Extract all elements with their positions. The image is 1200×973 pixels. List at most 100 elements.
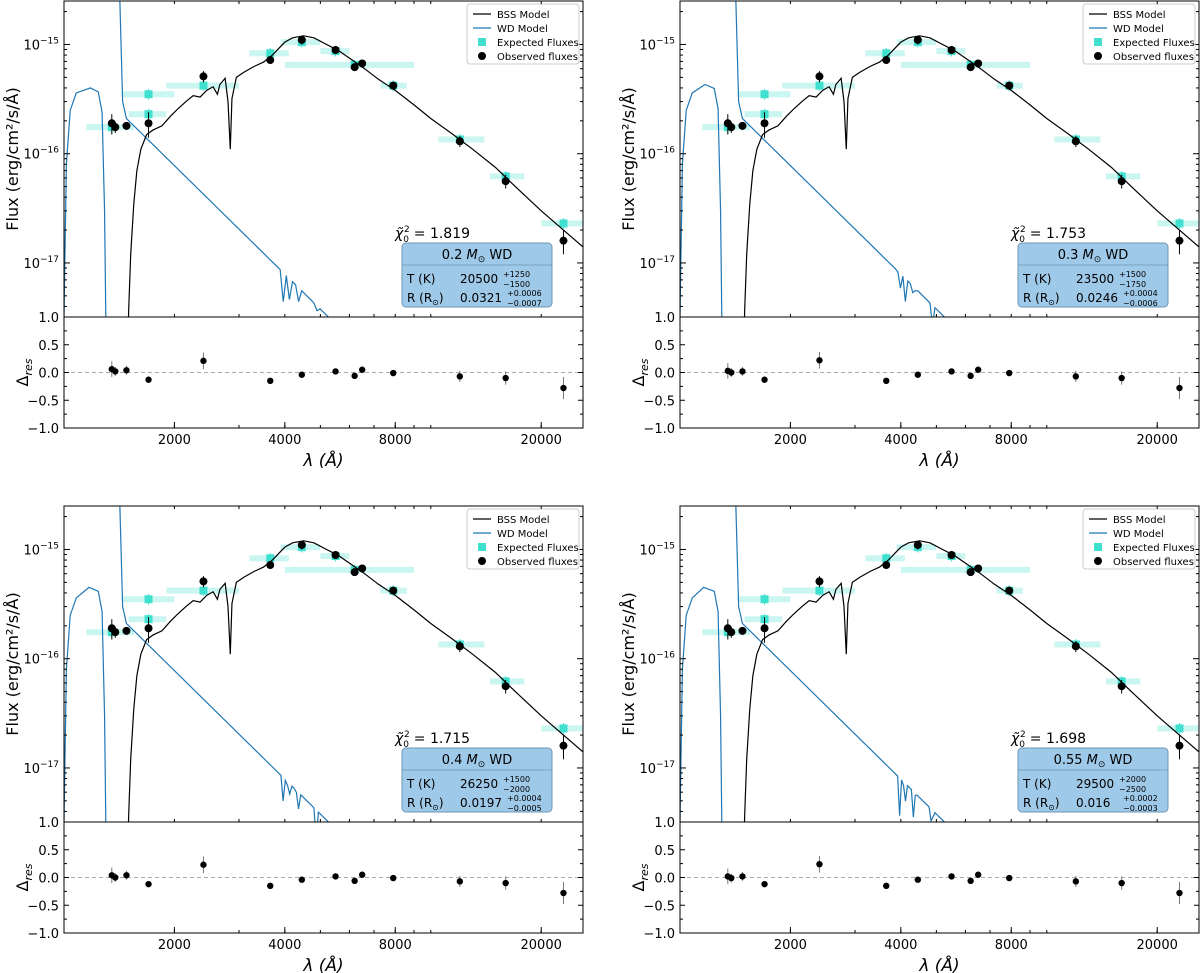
residual-point	[502, 374, 509, 382]
residual-point	[914, 371, 922, 378]
y-bottom-tick-label: 1.0	[654, 311, 675, 326]
expected-flux-band	[900, 566, 1031, 573]
expected-flux-marker	[760, 90, 769, 99]
expected-flux-marker	[815, 586, 824, 595]
legend-dot-swatch	[478, 52, 486, 60]
temperature-value: 20500	[460, 272, 498, 286]
chi2-value: χ̃02 = 1.819	[394, 225, 470, 245]
sed-panel-bottom-left: 10−15 10−16 10−17 1.0 Flux (erg/cm²/s/Å) BSS …	[3, 505, 584, 973]
temperature-label: T (K)	[1022, 777, 1051, 791]
legend-label: Expected Fluxes	[497, 543, 579, 554]
x-tick-label: 8000	[379, 938, 412, 953]
residual-point	[456, 373, 464, 380]
legend-label: Expected Fluxes	[497, 38, 579, 49]
expected-flux-band	[900, 61, 1031, 68]
observed-flux-point	[760, 624, 769, 633]
observed-flux-point	[266, 561, 275, 570]
bss-model-line	[743, 540, 1199, 822]
expected-flux-marker	[144, 90, 153, 99]
temperature-minus-error: −2500	[1119, 785, 1146, 794]
flux-axis-label: Flux (erg/cm²/s/Å)	[619, 592, 638, 735]
legend-label: BSS Model	[497, 515, 550, 526]
residual-point	[883, 377, 890, 385]
x-tick-label: 20000	[1137, 938, 1178, 953]
residual-point	[145, 880, 152, 888]
residual-y-tick-label: −0.5	[27, 394, 59, 409]
observed-flux-point	[559, 741, 568, 750]
legend-square-swatch	[1094, 38, 1102, 46]
plot-area	[680, 1, 1199, 317]
residual-point	[948, 873, 955, 880]
residual-axis-label: Δres	[13, 863, 35, 891]
observed-flux-point	[1175, 236, 1184, 245]
observed-flux-point	[913, 540, 922, 549]
observed-flux-point	[974, 564, 983, 573]
residual-y-tick-label: −0.5	[643, 899, 675, 914]
temperature-value: 23500	[1076, 272, 1114, 286]
x-tick-label: 2000	[774, 433, 807, 448]
radius-label: R (R⊙)	[1023, 796, 1060, 812]
observed-flux-point	[913, 35, 922, 44]
radius-value: 0.0197	[460, 796, 502, 810]
residual-point	[298, 371, 306, 378]
y-tick-label: 10−15	[639, 36, 675, 53]
residual-point	[145, 376, 152, 383]
observed-flux-point	[111, 628, 120, 637]
residual-point	[1006, 874, 1013, 882]
expected-flux-marker	[199, 81, 208, 90]
wd-model-lyman-line	[680, 586, 723, 822]
observed-flux-point	[738, 626, 747, 635]
radius-minus-error: −0.0007	[507, 299, 542, 308]
temperature-plus-error: +1500	[503, 775, 530, 784]
y-tick-label: 10−16	[23, 146, 59, 163]
sed-panel-top-right: 10−15 10−16 10−17 1.0 Flux (erg/cm²/s/Å) BSS …	[619, 0, 1200, 471]
wd-model-line	[119, 1, 330, 317]
observed-flux-point	[389, 81, 398, 90]
legend-label: BSS Model	[1113, 10, 1166, 21]
wavelength-axis-label: λ (Å)	[918, 954, 959, 973]
observed-flux-point	[738, 121, 747, 130]
residual-y-tick-label: 0.0	[38, 872, 59, 887]
plot-area	[64, 506, 583, 822]
observed-flux-point	[1117, 682, 1126, 691]
residual-point	[761, 880, 768, 888]
y-bottom-tick-label: 1.0	[654, 816, 675, 831]
observed-flux-point	[815, 72, 824, 81]
legend-square-swatch	[478, 543, 486, 551]
legend-label: Expected Fluxes	[1113, 38, 1195, 49]
observed-flux-point	[1071, 642, 1080, 651]
observed-flux-point	[1005, 81, 1014, 90]
radius-plus-error: +0.0002	[1123, 794, 1158, 803]
residual-point	[456, 878, 464, 885]
flux-axis-label: Flux (erg/cm²/s/Å)	[619, 87, 638, 230]
residual-point	[1176, 889, 1183, 897]
observed-flux-point	[966, 63, 975, 72]
wd-mass-label: 0.55 M⊙ WD	[1054, 753, 1133, 770]
temperature-value: 29500	[1076, 777, 1114, 791]
residual-y-tick-label: −0.5	[643, 394, 675, 409]
residual-point	[883, 882, 890, 890]
radius-minus-error: −0.0005	[507, 804, 542, 813]
residual-axis-label: Δres	[629, 358, 651, 386]
bss-model-line	[743, 35, 1199, 317]
wd-mass-label: 0.3 M⊙ WD	[1058, 248, 1129, 265]
residual-point	[200, 861, 207, 868]
expected-flux-marker	[1175, 219, 1184, 228]
y-tick-label: 10−15	[639, 541, 675, 558]
legend-label: BSS Model	[497, 10, 550, 21]
expected-flux-marker	[559, 219, 568, 228]
y-tick-label: 10−16	[639, 146, 675, 163]
y-tick-label: 10−16	[639, 651, 675, 668]
residual-point	[123, 872, 130, 879]
bss-model-line	[127, 35, 583, 317]
residual-point	[351, 372, 358, 380]
x-tick-label: 2000	[158, 433, 191, 448]
x-tick-label: 4000	[884, 938, 917, 953]
observed-flux-point	[297, 540, 306, 549]
wd-parameters-box	[401, 242, 553, 308]
legend-label: WD Model	[497, 24, 548, 35]
chi2-value: χ̃02 = 1.715	[394, 730, 470, 750]
legend-box	[466, 3, 580, 65]
x-tick-label: 8000	[379, 433, 412, 448]
x-tick-label: 20000	[521, 938, 562, 953]
